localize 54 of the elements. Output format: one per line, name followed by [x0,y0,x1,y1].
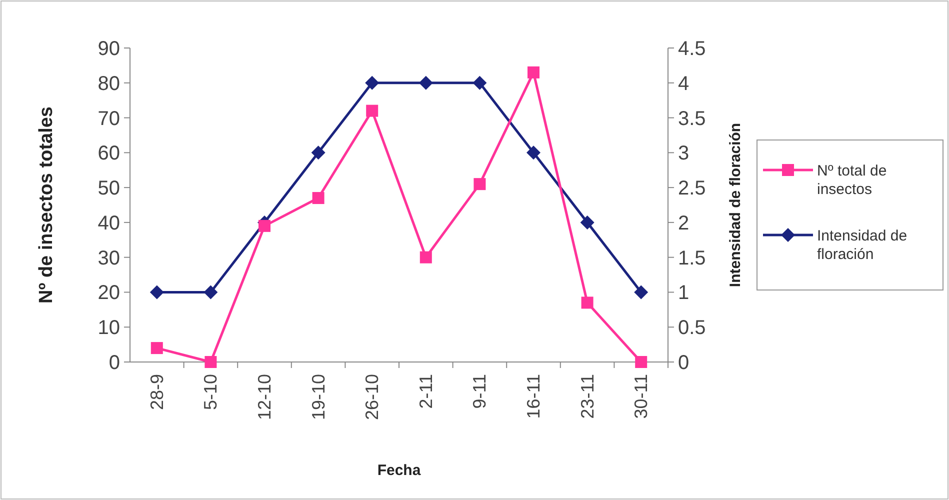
y2-tick-label: 2 [678,212,690,234]
y-tick-label: 90 [98,38,120,60]
point [581,296,594,309]
point [474,178,486,190]
y2-tick-label: 3 [678,142,690,165]
x-tick-label: 26-10 [362,374,382,420]
y-tick-label: 20 [98,282,120,304]
y-tick-label: 50 [98,178,120,200]
x-tick-label: 5-10 [200,374,221,410]
y-tick-label: 60 [98,142,120,165]
point [580,215,594,230]
point [204,356,217,368]
y2-tick-label: 0.5 [678,317,706,340]
point [150,342,163,354]
y-tick-label: 40 [98,212,120,234]
y-tick-label: 10 [98,317,120,340]
x-tick-label: 28-9 [146,374,167,410]
x-tick-label: 30-11 [631,374,652,419]
x-tick-label: 19-10 [308,374,328,420]
y2-tick-label: 2.5 [678,178,706,200]
point [258,220,270,232]
x-tick-label: 23-11 [577,374,598,419]
point [634,285,648,300]
y2-tick-label: 1.5 [678,247,706,270]
point [472,76,487,90]
point [366,104,378,117]
y2-tick-label: 3.5 [678,108,706,130]
x-tick-label: 16-11 [524,374,544,419]
x-tick-label: 12-10 [254,374,274,420]
point [635,356,648,368]
legend-label: Intensidad de floración [817,227,908,263]
y2-tick-label: 1 [678,282,690,304]
point [311,146,326,160]
y2-tick-label: 4.5 [678,38,706,60]
point [420,251,432,264]
y-tick-label: 80 [98,72,120,95]
point [528,66,540,78]
y2-tick-label: 4 [678,72,690,95]
point [526,146,540,160]
point [312,192,324,204]
y-tick-label: 0 [108,352,120,374]
y2-axis-title: Intensidad de floración [727,122,744,288]
point [204,285,218,300]
y-tick-label: 70 [98,108,120,130]
x-tick-label: 2-11 [416,374,436,409]
legend-label: Nº total de insectos [817,162,887,198]
y-tick-label: 30 [98,247,120,270]
y-axis-title: Nº de insectos totales [36,106,57,304]
point [418,76,433,90]
x-axis-title: Fecha [377,462,422,479]
point [365,76,380,90]
y2-tick-label: 0 [678,352,690,374]
point [150,285,164,300]
x-tick-label: 9-11 [470,374,490,409]
